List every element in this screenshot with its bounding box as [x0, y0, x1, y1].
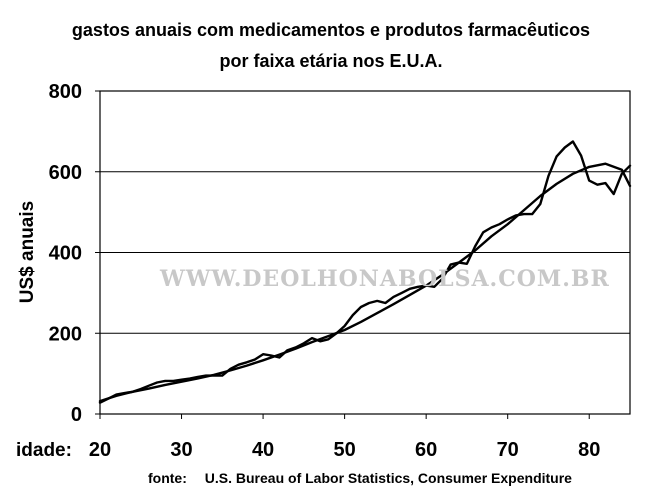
source-label: fonte: [148, 470, 187, 486]
source-text: U.S. Bureau of Labor Statistics, Consume… [204, 470, 572, 486]
chart-subtitle: por faixa etária nos E.U.A. [219, 51, 443, 71]
x-tick-label: 20 [89, 439, 111, 461]
x-tick-label: 40 [252, 439, 274, 461]
source-note: fonte: U.S. Bureau of Labor Statistics, … [148, 470, 572, 486]
y-tick-label: 0 [71, 404, 82, 426]
x-tick-label: 30 [170, 439, 192, 461]
y-tick-label: 600 [49, 162, 82, 184]
x-tick-label: 70 [497, 439, 519, 461]
y-tick-label: 800 [49, 81, 82, 103]
x-tick-label: 50 [333, 439, 355, 461]
x-tick-label: 80 [578, 439, 600, 461]
y-tick-label: 200 [49, 323, 82, 345]
watermark-text: WWW.DEOLHONABOLSA.COM.BR [160, 266, 610, 292]
series-line-1 [98, 140, 632, 404]
y-axis-label: US$ anuais [17, 201, 38, 303]
x-tick-label: 60 [415, 439, 437, 461]
series-line-2 [98, 162, 632, 403]
y-tick-label: 400 [49, 243, 82, 265]
x-axis-label: idade: [16, 440, 72, 461]
chart-title: gastos anuais com medicamentos e produto… [71, 20, 591, 40]
